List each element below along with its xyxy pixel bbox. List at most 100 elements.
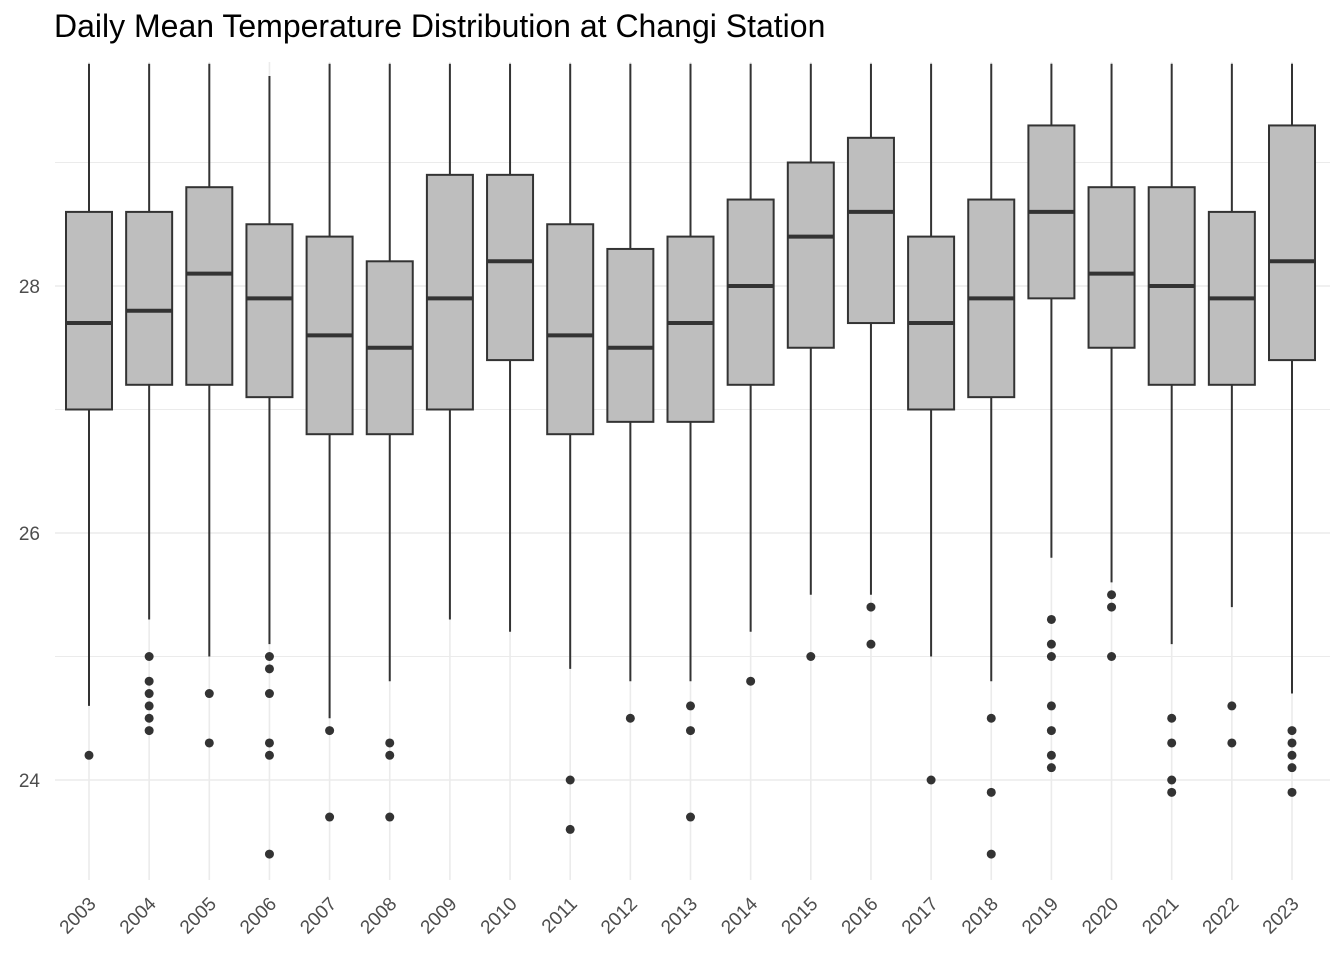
outlier-point	[866, 602, 876, 612]
outlier-point	[1046, 652, 1056, 661]
x-tick-label: 2007	[296, 894, 341, 939]
box-2022	[1207, 63, 1256, 748]
box-2013	[666, 63, 715, 822]
outlier-point	[986, 713, 996, 723]
outlier-point	[1046, 701, 1056, 711]
x-tick-label: 2008	[357, 894, 402, 939]
outlier-point	[264, 849, 274, 859]
y-tick-label: 28	[19, 277, 40, 298]
box-iqr	[125, 210, 174, 386]
y-tick-label: 26	[19, 524, 40, 545]
grid-layer	[55, 62, 1330, 880]
x-tick-label: 2016	[838, 894, 883, 939]
x-tick-label: 2020	[1078, 894, 1123, 939]
outlier-point	[1167, 738, 1177, 748]
x-tick-label: 2003	[56, 894, 101, 939]
outlier-point	[926, 775, 936, 785]
outlier-point	[1287, 787, 1297, 797]
box-iqr	[846, 136, 895, 325]
box-2021	[1147, 63, 1196, 797]
outlier-point	[1046, 726, 1056, 736]
outlier-point	[986, 787, 996, 797]
outlier-point	[1046, 763, 1056, 773]
outlier-point	[144, 689, 154, 699]
box-2015	[786, 63, 835, 661]
outlier-point	[1046, 639, 1056, 649]
outlier-point	[806, 652, 816, 661]
box-2011	[546, 63, 595, 834]
outlier-point	[1287, 750, 1297, 760]
outlier-point	[565, 824, 575, 834]
x-tick-label: 2010	[477, 894, 522, 939]
outlier-point	[1046, 614, 1056, 624]
box-iqr	[666, 235, 715, 423]
x-tick-label: 2014	[717, 893, 762, 938]
outlier-point	[144, 701, 154, 711]
outlier-point	[204, 689, 214, 699]
outlier-point	[1167, 713, 1177, 723]
outlier-point	[204, 738, 214, 748]
outlier-point	[264, 652, 274, 661]
box-2003	[65, 63, 113, 760]
outlier-point	[144, 726, 154, 736]
box-iqr	[245, 223, 294, 399]
box-iqr	[486, 173, 535, 362]
outlier-point	[1107, 602, 1117, 612]
box-2020	[1087, 63, 1136, 661]
box-2005	[185, 63, 234, 748]
x-tick-label: 2018	[958, 894, 1003, 939]
x-tick-label: 2009	[417, 894, 462, 939]
outlier-point	[144, 676, 154, 686]
box-2007	[305, 63, 354, 822]
outlier-point	[986, 849, 996, 859]
box-2023	[1268, 63, 1316, 797]
box-iqr	[185, 186, 234, 386]
box-2004	[125, 63, 174, 736]
box-iqr	[546, 223, 595, 436]
box-iqr	[1087, 186, 1136, 349]
outlier-point	[1227, 738, 1237, 748]
x-tick-label: 2017	[898, 894, 943, 939]
outlier-point	[1287, 763, 1297, 773]
x-tick-label: 2005	[176, 894, 221, 939]
box-layer	[65, 63, 1316, 859]
outlier-point	[264, 664, 274, 674]
box-iqr	[726, 198, 775, 386]
x-tick-label: 2006	[236, 894, 281, 939]
outlier-point	[746, 676, 756, 686]
outlier-point	[325, 812, 335, 822]
box-iqr	[65, 210, 113, 411]
outlier-point	[1107, 590, 1117, 600]
outlier-point	[264, 689, 274, 699]
box-2010	[486, 63, 535, 632]
box-iqr	[786, 161, 835, 349]
outlier-point	[1287, 726, 1297, 736]
outlier-point	[1287, 738, 1297, 748]
y-tick-label: 24	[19, 771, 41, 792]
outlier-point	[144, 652, 154, 661]
x-tick-label: 2015	[778, 894, 823, 939]
outlier-point	[1227, 701, 1237, 711]
outlier-point	[325, 726, 335, 736]
box-iqr	[1268, 124, 1316, 362]
outlier-point	[866, 639, 876, 649]
chart-title: Daily Mean Temperature Distribution at C…	[54, 8, 826, 44]
outlier-point	[1167, 787, 1177, 797]
box-2006	[245, 76, 294, 859]
outlier-point	[686, 812, 695, 822]
box-2016	[846, 63, 895, 649]
outlier-point	[144, 713, 154, 723]
box-iqr	[606, 247, 655, 423]
outlier-point	[264, 738, 274, 748]
x-tick-label: 2023	[1259, 894, 1304, 939]
x-tick-label: 2019	[1018, 894, 1063, 939]
box-iqr	[425, 173, 474, 411]
box-2017	[907, 63, 956, 785]
outlier-point	[625, 713, 635, 723]
outlier-point	[264, 750, 274, 760]
box-2018	[967, 63, 1016, 859]
outlier-point	[385, 750, 395, 760]
x-tick-label: 2022	[1199, 894, 1244, 939]
outlier-point	[686, 701, 695, 711]
